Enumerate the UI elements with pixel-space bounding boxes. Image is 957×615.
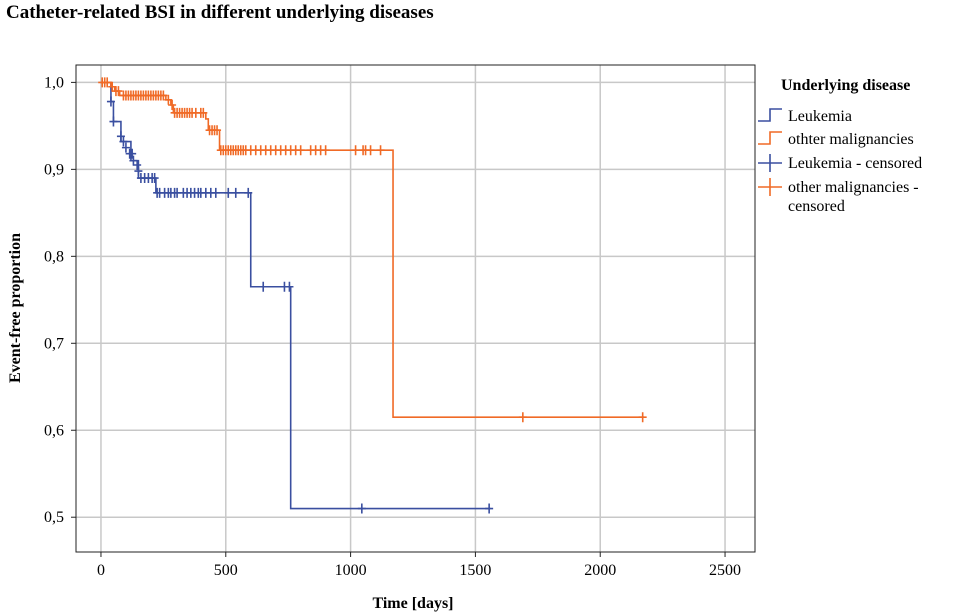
other-censor-mark bbox=[213, 125, 222, 136]
chart-title: Catheter-related BSI in different underl… bbox=[6, 2, 434, 23]
legend-leukemia-censor-swatch bbox=[758, 154, 782, 172]
leukemia-censor-mark bbox=[121, 142, 130, 153]
leukemia-censor-mark bbox=[259, 281, 268, 292]
x-axis-title: Time [days] bbox=[372, 595, 453, 612]
other-censor-mark bbox=[321, 145, 330, 156]
legend-other-step-swatch bbox=[758, 131, 782, 145]
other-censor-mark bbox=[114, 86, 123, 97]
other-censor-mark bbox=[168, 100, 177, 111]
leukemia-censor-mark bbox=[231, 187, 240, 198]
other-censor-mark bbox=[518, 412, 527, 423]
x-tick-label: 500 bbox=[214, 562, 238, 579]
y-tick-label: 1,0 bbox=[44, 74, 64, 91]
leukemia-censor-mark bbox=[129, 155, 138, 166]
y-tick-label: 0,5 bbox=[44, 509, 64, 526]
x-tick-label: 2000 bbox=[584, 562, 616, 579]
other-censor-mark bbox=[296, 145, 305, 156]
grid-lines bbox=[76, 65, 755, 552]
leukemia-censor-mark bbox=[116, 131, 125, 142]
y-tick-label: 0,7 bbox=[44, 335, 64, 352]
other-step-line bbox=[100, 81, 644, 419]
x-tick-label: 1500 bbox=[459, 562, 491, 579]
leukemia-censor-mark bbox=[285, 281, 294, 292]
other-censor-mark bbox=[351, 145, 360, 156]
legend-leukemia-step-swatch bbox=[758, 108, 782, 122]
y-tick-label: 0,8 bbox=[44, 248, 64, 265]
leukemia-censor-mark bbox=[119, 136, 128, 147]
other-censor-mark bbox=[108, 81, 117, 92]
x-tick-label: 2500 bbox=[709, 562, 741, 579]
series-layer bbox=[98, 77, 647, 514]
other-censor-mark bbox=[159, 90, 168, 101]
legend-label: Leukemia - censored bbox=[788, 155, 922, 172]
leukemia-censor-mark bbox=[109, 116, 118, 127]
leukemia-censor-mark bbox=[224, 187, 233, 198]
axes: 0 500 1000 1500 2000 2500 0,5 0,6 0,7 0,8 0,9 1,0 bbox=[44, 74, 741, 579]
other-censor-mark bbox=[164, 94, 173, 105]
leukemia-censor-mark bbox=[133, 160, 142, 171]
other-censor-mark bbox=[199, 107, 208, 118]
leukemia-censor-mark bbox=[244, 187, 253, 198]
leukemia-censor-mark bbox=[150, 173, 159, 184]
legend-label: othter malignancies bbox=[788, 131, 914, 148]
plot-frame bbox=[75, 64, 756, 553]
y-axis-title: Event-free proportion bbox=[7, 233, 24, 383]
leukemia-censor-mark bbox=[357, 503, 366, 514]
leukemia-censor-mark bbox=[134, 166, 143, 177]
x-tick-label: 0 bbox=[97, 562, 105, 579]
legend: Underlying disease Leukemia othter malign… bbox=[758, 77, 922, 215]
legend-other-censor-swatch bbox=[758, 178, 782, 196]
leukemia-censor-mark bbox=[485, 503, 494, 514]
x-tick-label: 1000 bbox=[335, 562, 367, 579]
other-censor-mark bbox=[366, 145, 375, 156]
y-tick-label: 0,6 bbox=[44, 422, 64, 439]
leukemia-censor-mark bbox=[106, 96, 115, 107]
leukemia-censor-mark bbox=[128, 148, 137, 159]
other-censor-mark bbox=[376, 145, 385, 156]
legend-label: other malignancies - bbox=[788, 179, 919, 196]
other-censor-mark bbox=[638, 412, 647, 423]
leukemia-censor-mark bbox=[211, 187, 220, 198]
legend-label: Leukemia bbox=[788, 108, 852, 125]
y-tick-label: 0,9 bbox=[44, 161, 64, 178]
legend-title: Underlying disease bbox=[781, 77, 910, 94]
legend-label: censored bbox=[788, 198, 845, 215]
other-censor-mark bbox=[103, 77, 112, 88]
